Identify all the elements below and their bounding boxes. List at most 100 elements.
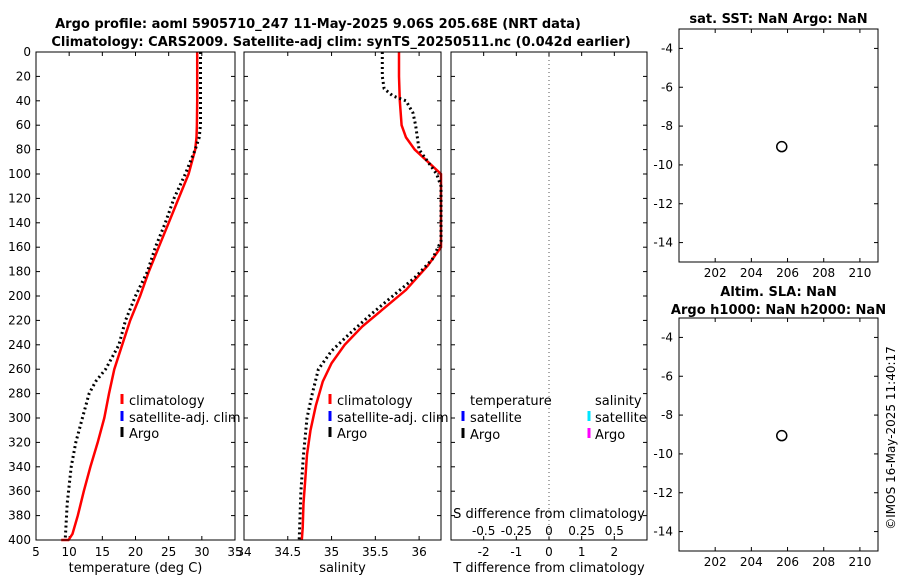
y-tick-label: -12 bbox=[653, 486, 673, 500]
s-tick-label: 0.5 bbox=[605, 524, 624, 538]
legend-heading-salinity: salinity bbox=[595, 394, 642, 409]
y-tick-label: 40 bbox=[16, 94, 31, 108]
legend-label: climatology bbox=[129, 394, 205, 409]
y-tick-label: -8 bbox=[661, 119, 673, 133]
temperature-panel: 5 10 15 20 25 30 35 0 20 40 60 80 100 120 140 160 180 200… bbox=[8, 45, 243, 576]
x-tick-label: 34 bbox=[236, 545, 251, 559]
y-tick-label: 180 bbox=[8, 265, 31, 279]
y-tick-label: 320 bbox=[8, 435, 31, 449]
x-tick-label: 36 bbox=[411, 545, 426, 559]
x-tick-label: 20 bbox=[128, 545, 143, 559]
plot-frame bbox=[243, 51, 442, 541]
x-tick-label: 206 bbox=[776, 555, 799, 569]
legend-label: Argo bbox=[337, 427, 367, 442]
map-title: Argo h1000: NaN h2000: NaN bbox=[671, 303, 886, 318]
y-tick-label: 20 bbox=[16, 69, 31, 83]
y-tick-label: 220 bbox=[8, 313, 31, 327]
series-climatology bbox=[300, 52, 443, 541]
y-tick-label: -6 bbox=[661, 80, 673, 94]
plot-frame bbox=[450, 51, 648, 541]
x-tick-label: -1 bbox=[510, 545, 522, 559]
legend-label: satellite-adj. clim bbox=[337, 411, 449, 426]
y-tick-label: 260 bbox=[8, 362, 31, 376]
y-tick-label: 60 bbox=[16, 118, 31, 132]
map-title: Altim. SLA: NaN bbox=[720, 285, 836, 300]
y-tick-label: 380 bbox=[8, 509, 31, 523]
x-tick-label: 25 bbox=[161, 545, 176, 559]
y-tick-label: 200 bbox=[8, 289, 31, 303]
y-tick-label: 280 bbox=[8, 387, 31, 401]
y-tick-label: 400 bbox=[8, 533, 31, 547]
sla-map-panel: Altim. SLA: NaN Argo h1000: NaN h2000: Na… bbox=[653, 285, 886, 569]
profile-location-marker bbox=[776, 429, 788, 442]
x-tick-label: 202 bbox=[704, 266, 727, 280]
series-argo bbox=[297, 52, 443, 541]
y-tick-label: -4 bbox=[661, 41, 673, 55]
y-tick-label: 80 bbox=[16, 143, 31, 157]
s-tick-label: -0.5 bbox=[472, 524, 495, 538]
x-axis-label: salinity bbox=[319, 561, 366, 576]
legend-label: satellite bbox=[595, 411, 647, 426]
y-tick-label: -6 bbox=[661, 369, 673, 383]
plot-frame bbox=[678, 317, 879, 552]
x-tick-label: 204 bbox=[740, 266, 763, 280]
x-tick-label: 34.5 bbox=[274, 545, 301, 559]
y-tick-label: -14 bbox=[653, 236, 673, 250]
series-climatology bbox=[61, 52, 199, 542]
timestamp: ©IMOS 16-May-2025 11:40:17 bbox=[884, 346, 898, 530]
legend-label: climatology bbox=[337, 394, 413, 409]
x-tick-label: 35 bbox=[324, 545, 339, 559]
profile-location-marker bbox=[776, 140, 788, 153]
y-tick-label: -12 bbox=[653, 197, 673, 211]
y-tick-label: 160 bbox=[8, 240, 31, 254]
legend-label: satellite bbox=[470, 411, 522, 426]
y-tick-label: -14 bbox=[653, 525, 673, 539]
y-tick-label: -4 bbox=[661, 330, 673, 344]
y-tick-label: 0 bbox=[23, 45, 31, 59]
title-line2: Climatology: CARS2009. Satellite-adj cli… bbox=[51, 35, 630, 50]
salinity-panel: 34 34.5 35 35.5 36 salinity climatology satelli… bbox=[236, 51, 449, 576]
legend-label: satellite-adj. clim bbox=[129, 411, 241, 426]
y-tick-label: 100 bbox=[8, 167, 31, 181]
y-tick-label: -10 bbox=[653, 158, 673, 172]
s-tick-label: 0.25 bbox=[568, 524, 595, 538]
x-tick-label: 206 bbox=[776, 266, 799, 280]
legend-label: Argo bbox=[595, 428, 625, 443]
x-tick-label: 210 bbox=[848, 266, 871, 280]
sst-map-panel: sat. SST: NaN Argo: NaN 202 204 206 208 210 -4… bbox=[653, 12, 879, 280]
x-tick-label: 208 bbox=[812, 266, 835, 280]
difference-panel: -2 -1 0 1 2 T difference from climatology S di… bbox=[450, 51, 648, 576]
y-tick-label: 360 bbox=[8, 484, 31, 498]
legend-label: Argo bbox=[129, 427, 159, 442]
y-tick-label: 140 bbox=[8, 216, 31, 230]
x-tick-label: 35 bbox=[227, 545, 242, 559]
plot-frame bbox=[35, 51, 236, 541]
x-tick-label: 1 bbox=[578, 545, 586, 559]
x-axis-label: T difference from climatology bbox=[452, 561, 645, 576]
title-line1: Argo profile: aoml 5905710_247 11-May-20… bbox=[55, 17, 581, 32]
s-tick-label: 0 bbox=[545, 524, 553, 538]
x-tick-label: 210 bbox=[848, 555, 871, 569]
x-tick-label: 204 bbox=[740, 555, 763, 569]
x-tick-label: 2 bbox=[611, 545, 619, 559]
x-axis-label: temperature (deg C) bbox=[69, 561, 203, 576]
y-tick-label: 240 bbox=[8, 338, 31, 352]
map-title: sat. SST: NaN Argo: NaN bbox=[689, 12, 867, 27]
x-tick-label: 208 bbox=[812, 555, 835, 569]
x-tick-label: 15 bbox=[95, 545, 110, 559]
legend-label: Argo bbox=[470, 428, 500, 443]
x-tick-label: 5 bbox=[32, 545, 40, 559]
s-tick-label: -0.25 bbox=[501, 524, 532, 538]
series-argo bbox=[63, 52, 202, 541]
y-tick-label: 300 bbox=[8, 411, 31, 425]
plot-frame bbox=[678, 28, 879, 263]
y-tick-label: 340 bbox=[8, 460, 31, 474]
y-tick-label: -8 bbox=[661, 408, 673, 422]
y-tick-label: 120 bbox=[8, 191, 31, 205]
x-tick-label: 202 bbox=[704, 555, 727, 569]
x-tick-label: 0 bbox=[545, 545, 553, 559]
y-tick-label: -10 bbox=[653, 447, 673, 461]
legend-heading-temperature: temperature bbox=[470, 394, 552, 409]
s-axis-label: S difference from climatology bbox=[453, 507, 645, 522]
